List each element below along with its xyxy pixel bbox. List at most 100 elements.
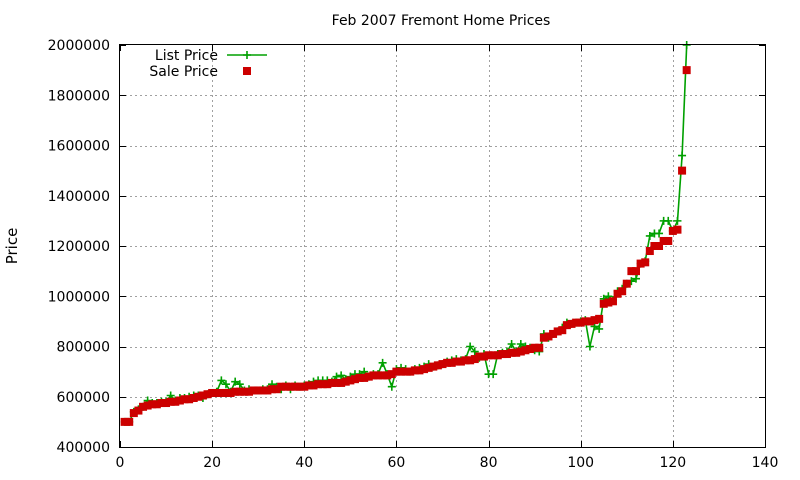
list-price-point bbox=[678, 151, 687, 160]
list-price-point bbox=[235, 380, 244, 389]
sale-price-point bbox=[189, 394, 198, 403]
list-price-point bbox=[507, 339, 516, 348]
sale-price-point bbox=[590, 316, 599, 325]
sale-price-point bbox=[212, 388, 221, 397]
sale-price-point bbox=[226, 388, 235, 397]
x-tick-label: 100 bbox=[567, 455, 594, 471]
x-tick-label: 120 bbox=[659, 455, 686, 471]
sale-price-point bbox=[314, 380, 323, 389]
sale-price-point bbox=[304, 381, 313, 390]
sale-price-point bbox=[231, 387, 240, 396]
list-price-point bbox=[378, 358, 387, 367]
sale-price-point bbox=[327, 378, 336, 387]
tick-labels: 0 20 40 60 80 100 120 140 400000 600000 800000 1000… bbox=[48, 38, 779, 471]
legend-label-list-price: List Price bbox=[155, 48, 218, 64]
sale-price-point bbox=[530, 343, 539, 352]
y-tick-label: 400000 bbox=[57, 440, 110, 456]
x-tick-label: 60 bbox=[388, 455, 406, 471]
sale-price-point bbox=[655, 242, 664, 250]
list-price-point bbox=[489, 370, 498, 379]
x-tick-label: 140 bbox=[752, 455, 779, 471]
sale-price-point bbox=[429, 362, 438, 371]
sale-price-point bbox=[175, 396, 184, 405]
sale-price-point bbox=[539, 333, 548, 342]
sale-price-point bbox=[258, 386, 267, 395]
sale-price-point bbox=[291, 382, 300, 391]
plot-frame bbox=[119, 44, 766, 448]
y-tick-label: 600000 bbox=[57, 390, 110, 406]
sale-price-point bbox=[369, 371, 378, 380]
sale-price-point bbox=[475, 352, 484, 361]
y-tick-label: 1600000 bbox=[48, 139, 110, 155]
sale-price-point bbox=[599, 299, 608, 308]
sale-price-point bbox=[194, 392, 203, 401]
sale-price-point bbox=[682, 66, 691, 75]
sale-price-point bbox=[383, 371, 392, 380]
sale-price-point bbox=[401, 367, 410, 376]
sale-price-point bbox=[622, 279, 631, 288]
sale-price-point bbox=[489, 351, 498, 360]
sale-price-point bbox=[268, 385, 277, 394]
sale-price-point bbox=[650, 242, 659, 250]
sale-price-point bbox=[641, 258, 650, 267]
sale-price-point bbox=[240, 387, 249, 396]
sale-price-point bbox=[484, 351, 493, 360]
sale-price-point bbox=[374, 371, 382, 380]
sale-price-point bbox=[406, 367, 415, 376]
sale-price-point bbox=[360, 373, 369, 382]
sale-price-point bbox=[120, 417, 129, 426]
sale-price-point bbox=[595, 314, 604, 323]
x-tick-label: 20 bbox=[203, 455, 221, 471]
sale-price-point bbox=[608, 297, 617, 306]
y-tick-label: 1400000 bbox=[48, 189, 110, 205]
sale-price-point bbox=[516, 347, 525, 356]
list-price-point bbox=[585, 342, 594, 351]
data-series bbox=[120, 41, 691, 426]
sale-price-point bbox=[286, 382, 295, 391]
sale-price-point bbox=[157, 399, 166, 408]
sale-price-point bbox=[272, 385, 281, 394]
sale-price-point bbox=[263, 386, 272, 395]
sale-price-point bbox=[433, 361, 442, 370]
sale-price-point bbox=[318, 380, 327, 389]
sale-price-point bbox=[337, 378, 346, 387]
y-axis-label: Price bbox=[3, 228, 21, 265]
sale-price-point bbox=[341, 377, 350, 386]
sale-price-point bbox=[235, 387, 244, 396]
sale-price-point bbox=[171, 397, 180, 406]
sale-price-point bbox=[364, 372, 373, 381]
sale-price-point bbox=[470, 355, 479, 364]
list-price-point bbox=[221, 380, 230, 389]
sale-price-point bbox=[180, 395, 189, 404]
list-price-point bbox=[231, 377, 240, 386]
sale-price-point bbox=[245, 387, 253, 396]
sale-price-point bbox=[507, 348, 516, 357]
sale-price-point bbox=[673, 225, 682, 234]
sale-price-point bbox=[254, 386, 263, 395]
sale-price-point bbox=[659, 236, 668, 245]
sale-price-point bbox=[604, 298, 613, 307]
chart-title: Feb 2007 Fremont Home Prices bbox=[332, 13, 551, 29]
sale-price-point bbox=[503, 350, 511, 359]
sale-price-point bbox=[198, 391, 207, 400]
sale-price-point bbox=[613, 289, 622, 298]
sale-price-point bbox=[387, 370, 396, 379]
sale-price-point bbox=[410, 366, 419, 375]
y-tick-label: 800000 bbox=[57, 340, 110, 356]
sale-price-point bbox=[572, 318, 581, 327]
sale-price-point bbox=[447, 358, 456, 367]
sale-price-point bbox=[452, 357, 461, 366]
sale-price-point bbox=[526, 345, 535, 354]
sale-price-point bbox=[203, 390, 212, 399]
sale-price-point bbox=[249, 386, 258, 395]
sale-price-point bbox=[479, 352, 488, 361]
sale-price-point bbox=[295, 382, 304, 391]
sale-price-point bbox=[277, 382, 286, 391]
list-price-point bbox=[655, 229, 664, 238]
x-tick-label: 0 bbox=[116, 455, 125, 471]
sale-price-point bbox=[466, 356, 475, 365]
sale-price-point bbox=[148, 400, 157, 409]
list-price-point bbox=[664, 216, 673, 225]
sale-price-point bbox=[129, 409, 138, 418]
sale-price-point bbox=[456, 357, 465, 366]
